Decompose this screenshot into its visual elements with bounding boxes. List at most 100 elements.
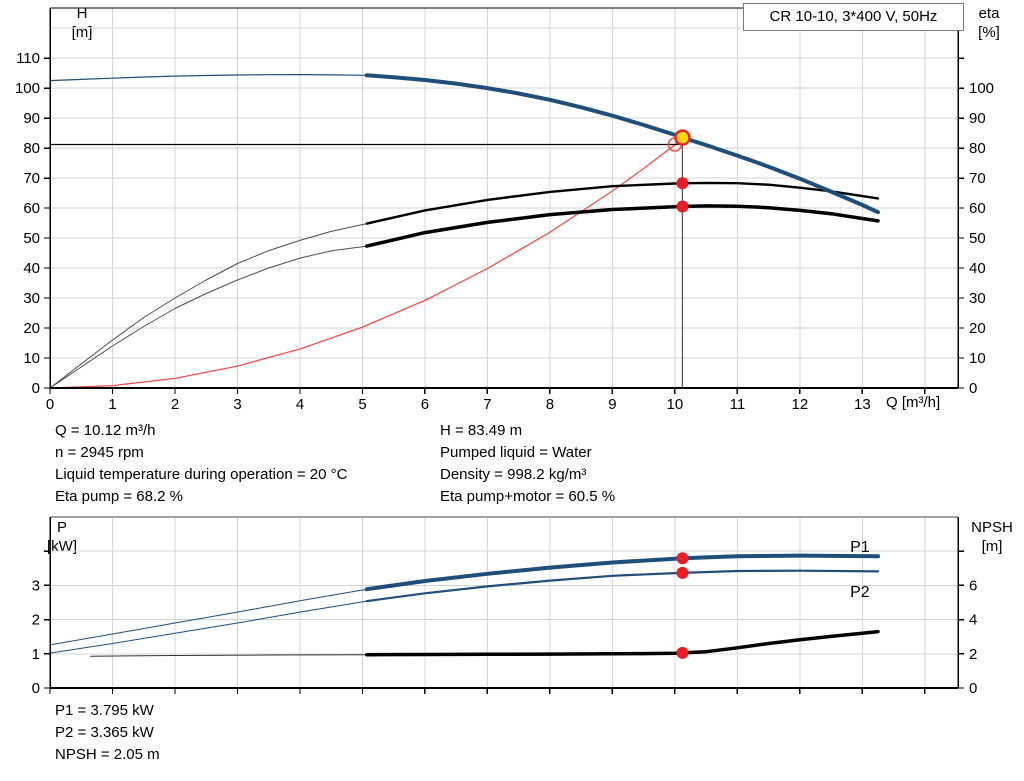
axes [49, 516, 959, 689]
p1-curve-low [49, 588, 368, 646]
svg-text:0: 0 [32, 680, 40, 697]
svg-text:40: 40 [23, 260, 40, 277]
eta-axis-unit: [%] [978, 24, 1000, 41]
svg-text:11: 11 [730, 396, 746, 413]
svg-text:2: 2 [969, 646, 977, 663]
svg-text:0: 0 [32, 380, 40, 397]
svg-text:90: 90 [23, 110, 40, 127]
pump-curve-range-low [49, 74, 368, 82]
system-curve [49, 136, 684, 389]
pump-title-text: CR 10-10, 3*400 V, 50Hz [769, 8, 938, 25]
gridlines [50, 8, 958, 388]
svg-text:100: 100 [969, 80, 994, 97]
pump-title-box: CR 10-10, 3*400 V, 50Hz [743, 3, 964, 31]
power-npsh-chart: 0 1 2 3 0 2 4 6 P1 P2 [32, 516, 977, 697]
flow-axis-label: Q [m³/h] [886, 394, 941, 411]
svg-text:50: 50 [969, 230, 986, 247]
svg-text:20: 20 [23, 320, 40, 337]
power-info-block: P1 = 3.795 kW P2 = 3.365 kW NPSH = 2.05 … [55, 700, 160, 766]
curve-series [49, 553, 880, 657]
svg-text:6: 6 [421, 396, 429, 413]
svg-text:13: 13 [854, 396, 871, 413]
info-line-density: Density = 998.2 kg/m³ [440, 466, 587, 483]
svg-text:80: 80 [23, 140, 40, 157]
p2-curve-label: P2 [850, 584, 870, 601]
markers [676, 552, 689, 659]
svg-text:10: 10 [969, 350, 986, 367]
duty-info-right: H = 83.49 m Pumped liquid = Water Densit… [440, 420, 615, 508]
svg-text:90: 90 [969, 110, 986, 127]
svg-text:80: 80 [969, 140, 986, 157]
info-line-temperature: Liquid temperature during operation = 20… [55, 466, 348, 483]
info-line-speed: n = 2945 rpm [55, 444, 144, 461]
svg-text:50: 50 [23, 230, 40, 247]
svg-text:2: 2 [32, 612, 40, 629]
annotations: P1 P2 [850, 539, 870, 601]
eta-axis-label: eta [%] [966, 4, 1012, 42]
eta-pump-motor-curve-low [49, 245, 368, 389]
svg-text:3: 3 [233, 396, 241, 413]
eta-pump-curve [365, 181, 880, 225]
info-line-p2: P2 = 3.365 kW [55, 724, 154, 741]
svg-text:0: 0 [969, 380, 977, 397]
power-axis-symbol: P [56, 519, 67, 536]
eta-axis-symbol: eta [978, 5, 1000, 22]
markers [667, 129, 691, 213]
eta-pump-curve-low [49, 223, 368, 389]
svg-text:70: 70 [969, 170, 986, 187]
head-axis-symbol: H [76, 5, 88, 22]
svg-text:10: 10 [23, 350, 40, 367]
axes [49, 7, 959, 389]
svg-text:3: 3 [32, 577, 40, 594]
eta-pump-motor-marker [676, 200, 689, 213]
npsh-axis-label: NPSH [m] [960, 518, 1024, 556]
svg-text:4: 4 [969, 612, 977, 629]
info-line-p1: P1 = 3.795 kW [55, 702, 154, 719]
svg-text:30: 30 [969, 290, 986, 307]
svg-text:10: 10 [667, 396, 684, 413]
svg-text:6: 6 [969, 577, 977, 594]
p2-marker [676, 566, 689, 579]
info-line-liquid: Pumped liquid = Water [440, 444, 592, 461]
duty-point-marker [674, 129, 691, 146]
qh-eta-chart: 0102030405060708090100110010203040506070… [15, 7, 994, 413]
info-line-head: H = 83.49 m [440, 422, 523, 439]
tick-marks-and-labels: 0102030405060708090100110010203040506070… [15, 50, 994, 413]
svg-text:0: 0 [46, 396, 54, 413]
p1-curve [364, 553, 880, 592]
info-line-npsh: NPSH = 2.05 m [55, 746, 160, 763]
info-line-q: Q = 10.12 m³/h [55, 422, 156, 439]
svg-text:100: 100 [15, 80, 40, 97]
svg-text:40: 40 [969, 260, 986, 277]
gridlines [50, 517, 958, 688]
svg-text:5: 5 [358, 396, 366, 413]
svg-text:2: 2 [171, 396, 179, 413]
svg-text:60: 60 [969, 200, 986, 217]
svg-text:60: 60 [23, 200, 40, 217]
svg-text:7: 7 [483, 396, 491, 413]
svg-text:4: 4 [296, 396, 304, 413]
p1-marker [676, 552, 689, 565]
npsh-marker [676, 646, 689, 659]
duty-info-left: Q = 10.12 m³/h n = 2945 rpm Liquid tempe… [55, 420, 347, 508]
svg-text:1: 1 [32, 646, 40, 663]
eta-pump-marker [676, 177, 689, 190]
svg-text:70: 70 [23, 170, 40, 187]
svg-text:9: 9 [608, 396, 616, 413]
svg-text:30: 30 [23, 290, 40, 307]
svg-text:110: 110 [16, 50, 40, 67]
npsh-curve [365, 629, 880, 657]
svg-text:0: 0 [969, 680, 977, 697]
p2-curve-low [49, 600, 368, 654]
npsh-axis-symbol: NPSH [971, 519, 1013, 536]
p2-curve [365, 569, 880, 603]
svg-text:20: 20 [969, 320, 986, 337]
svg-text:8: 8 [546, 396, 554, 413]
svg-text:1: 1 [108, 396, 116, 413]
eta-pump-motor-curve [365, 204, 880, 248]
npsh-axis-unit: [m] [981, 538, 1003, 555]
curve-series [49, 73, 880, 389]
info-line-eta-pump: Eta pump = 68.2 % [55, 488, 183, 505]
svg-text:12: 12 [792, 396, 809, 413]
